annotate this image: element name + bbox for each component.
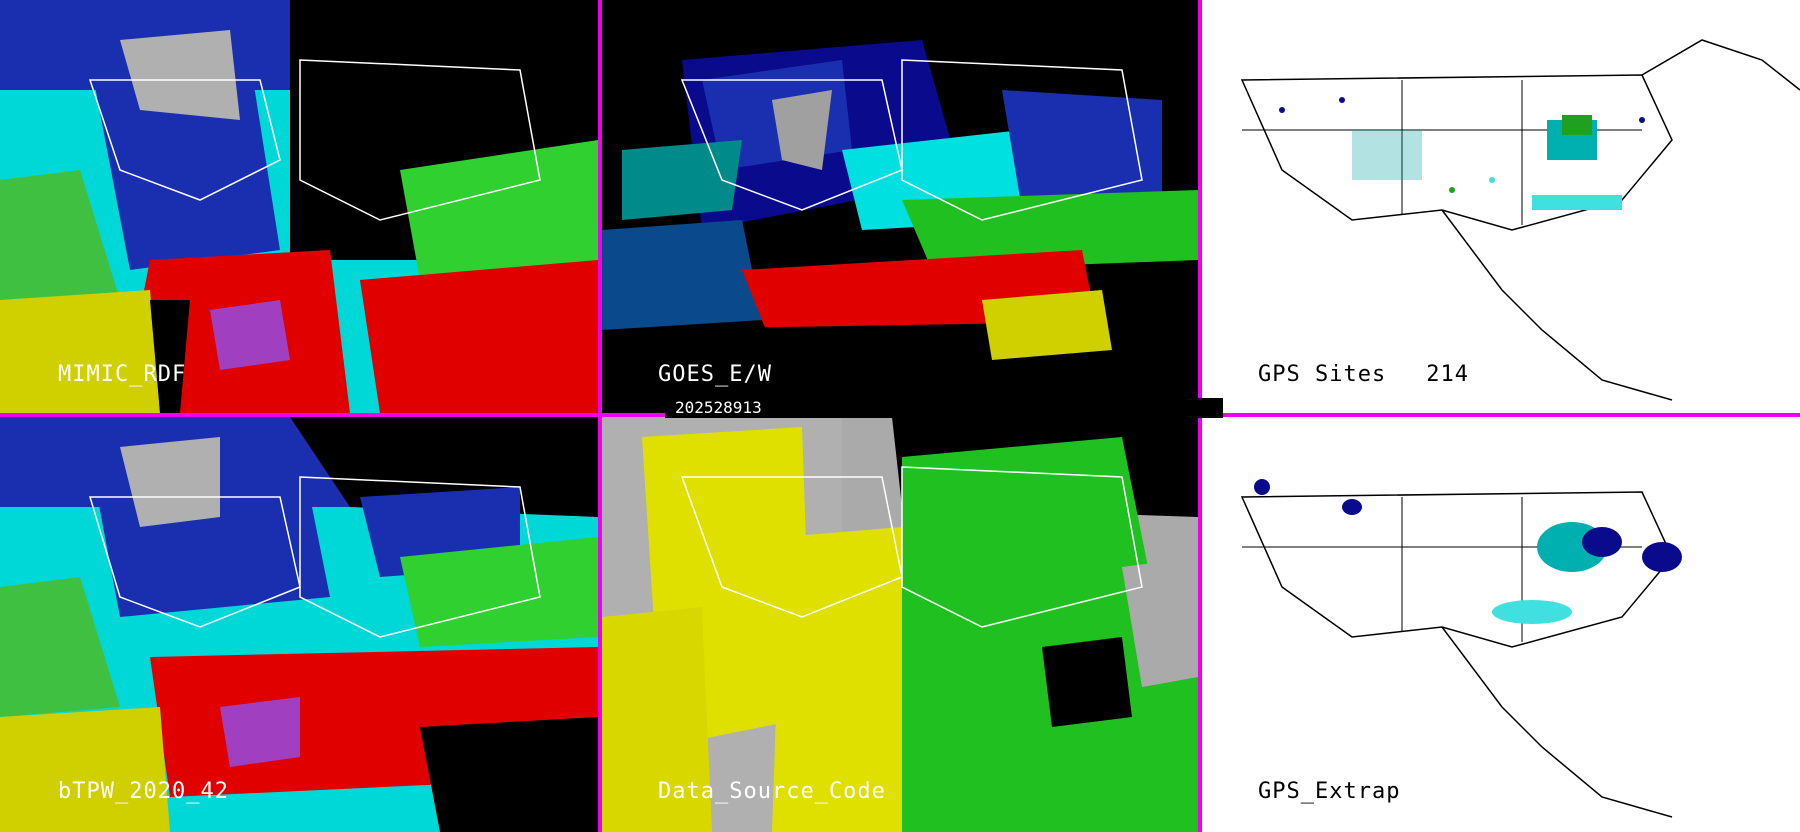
gps-sites-label: GPS Sites	[1258, 362, 1387, 387]
panel-label: bTPW_2020_42	[58, 779, 229, 804]
panel-btpw-2020-42: bTPW_2020_42	[0, 417, 598, 832]
mimic-rdf-map	[0, 0, 598, 413]
panel-label: Data_Source_Code	[658, 779, 886, 804]
panel-mimic-rdf: MIMIC_RDF	[0, 0, 598, 413]
panel-label: GPS Sites 214	[1258, 362, 1469, 387]
vertical-divider-left	[598, 0, 602, 832]
gps-sites-map	[1202, 0, 1800, 413]
panel-label: GOES_E/W	[658, 362, 772, 387]
panel-gps-extrap: GPS_Extrap	[1202, 417, 1800, 832]
goes-e-w-map	[602, 0, 1198, 413]
panel-data-source-code: Data_Source_Code	[602, 417, 1198, 832]
panel-label: GPS_Extrap	[1258, 779, 1401, 804]
gps-sites-count: 214	[1426, 362, 1469, 387]
panel-label: MIMIC_RDF	[58, 362, 187, 387]
panel-goes-e-w: GOES_E/W	[602, 0, 1198, 413]
panel-gps-sites: GPS Sites 214	[1202, 0, 1800, 413]
data-source-code-map	[602, 417, 1198, 832]
gps-extrap-map	[1202, 417, 1800, 832]
btpw-2020-42-map	[0, 417, 598, 832]
date-stamp: 202528913	[665, 398, 1223, 418]
